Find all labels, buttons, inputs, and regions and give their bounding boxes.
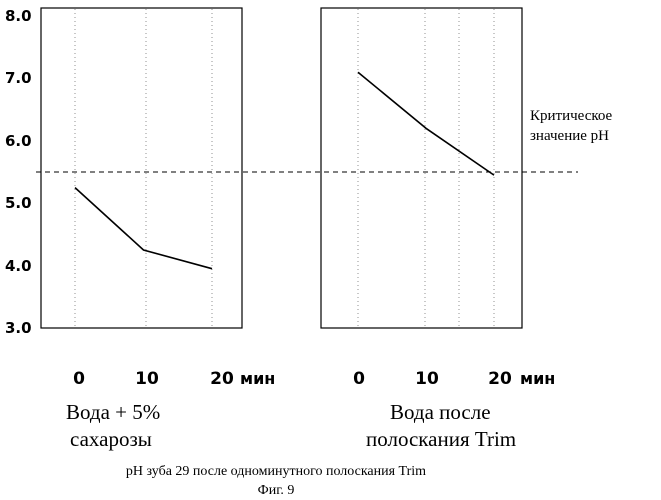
y-tick-label: 3.0 xyxy=(5,319,32,337)
y-tick-label: 7.0 xyxy=(5,69,32,87)
panel-1-label-line-1: Вода + 5% xyxy=(66,400,160,424)
critical-value-label-line-2: значение pH xyxy=(530,128,609,144)
x-axis-unit: мин xyxy=(240,369,275,388)
critical-value-label-line-1: Критическое xyxy=(530,108,613,124)
panel-2-grid xyxy=(358,9,494,327)
x-tick-label: 20 xyxy=(210,369,234,389)
x-axis-unit: мин xyxy=(520,369,555,388)
panel-2: 0 10 20 мин Вода после полоскания Trim xyxy=(321,8,555,451)
y-axis: 8.0 7.0 6.0 5.0 4.0 3.0 xyxy=(5,7,32,337)
panel-1-series-line xyxy=(75,188,212,269)
y-tick-label: 8.0 xyxy=(5,7,32,25)
panel-2-series-line xyxy=(358,72,494,175)
panel-1-grid xyxy=(75,9,212,327)
panel-1-frame xyxy=(41,8,242,328)
y-tick-label: 4.0 xyxy=(5,257,32,275)
x-tick-label: 0 xyxy=(73,369,85,389)
panel-1: 0 10 20 мин Вода + 5% сахарозы xyxy=(41,8,275,451)
panel-2-label-line-1: Вода после xyxy=(390,400,491,424)
panel-1-label-line-2: сахарозы xyxy=(70,427,152,451)
figure-caption: pH зуба 29 после одноминутного полоскани… xyxy=(126,464,426,479)
panel-2-frame xyxy=(321,8,522,328)
figure-label: Фиг. 9 xyxy=(258,483,295,498)
x-tick-label: 20 xyxy=(488,369,512,389)
x-tick-label: 0 xyxy=(353,369,365,389)
y-tick-label: 5.0 xyxy=(5,194,32,212)
x-tick-label: 10 xyxy=(135,369,159,389)
y-tick-label: 6.0 xyxy=(5,132,32,150)
x-tick-label: 10 xyxy=(415,369,439,389)
panel-2-label-line-2: полоскания Trim xyxy=(366,427,516,451)
